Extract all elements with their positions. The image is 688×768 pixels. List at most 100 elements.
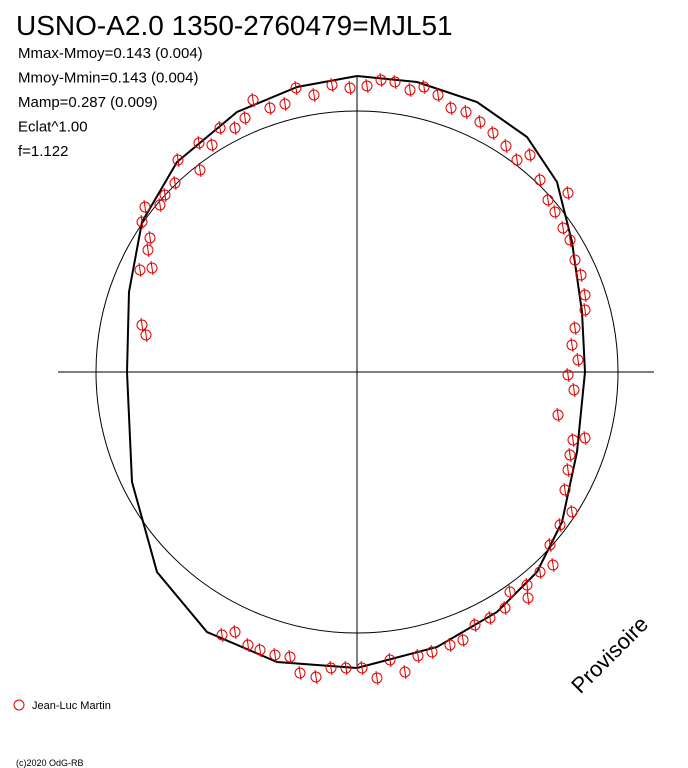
point-marker bbox=[484, 612, 496, 624]
point-bar bbox=[568, 232, 572, 248]
point-marker bbox=[579, 432, 591, 444]
data-point bbox=[193, 135, 205, 151]
point-marker bbox=[229, 122, 241, 134]
point-bar bbox=[258, 642, 262, 658]
point-marker bbox=[575, 269, 587, 281]
point-bar bbox=[503, 600, 507, 616]
point-marker bbox=[418, 81, 430, 93]
point-bar bbox=[329, 660, 333, 676]
point-bar bbox=[344, 660, 348, 676]
point-marker bbox=[544, 539, 556, 551]
data-point bbox=[371, 670, 383, 686]
point-marker bbox=[568, 384, 580, 396]
data-point bbox=[552, 407, 564, 423]
data-point bbox=[214, 120, 226, 136]
point-bar bbox=[571, 432, 575, 448]
point-marker bbox=[562, 369, 574, 381]
point-marker bbox=[562, 464, 574, 476]
data-point bbox=[294, 665, 306, 681]
point-bar bbox=[173, 175, 177, 191]
point-marker bbox=[310, 671, 322, 683]
point-bar bbox=[163, 187, 167, 203]
point-marker bbox=[557, 222, 569, 234]
point-marker bbox=[572, 354, 584, 366]
data-point bbox=[326, 77, 338, 93]
data-point bbox=[566, 504, 578, 520]
data-point bbox=[562, 185, 574, 201]
point-marker bbox=[559, 484, 571, 496]
point-bar bbox=[197, 135, 201, 151]
data-point bbox=[172, 152, 184, 168]
point-bar bbox=[408, 82, 412, 98]
point-bar bbox=[198, 162, 202, 178]
point-marker bbox=[389, 76, 401, 88]
data-point bbox=[567, 432, 579, 448]
point-bar bbox=[348, 80, 352, 96]
data-point bbox=[136, 214, 148, 230]
data-point bbox=[139, 199, 151, 215]
point-marker bbox=[216, 629, 228, 641]
point-bar bbox=[403, 664, 407, 680]
point-bar bbox=[218, 120, 222, 136]
point-bar bbox=[561, 220, 565, 236]
point-marker bbox=[326, 79, 338, 91]
point-marker bbox=[579, 304, 591, 316]
legend-marker bbox=[13, 699, 25, 711]
point-bar bbox=[148, 230, 152, 246]
point-marker bbox=[136, 216, 148, 228]
point-bar bbox=[566, 367, 570, 383]
point-bar bbox=[464, 104, 468, 120]
point-bar bbox=[558, 517, 562, 533]
point-bar bbox=[583, 430, 587, 446]
point-marker bbox=[134, 264, 146, 276]
data-point bbox=[264, 100, 276, 116]
data-point bbox=[524, 147, 536, 163]
point-bar bbox=[576, 352, 580, 368]
data-point bbox=[457, 632, 469, 648]
point-marker bbox=[142, 244, 154, 256]
point-bar bbox=[143, 199, 147, 215]
point-marker bbox=[500, 140, 512, 152]
data-point bbox=[418, 79, 430, 95]
point-bar bbox=[220, 627, 224, 643]
legend-label: Jean-Luc Martin bbox=[32, 700, 111, 712]
point-marker bbox=[169, 177, 181, 189]
point-marker bbox=[399, 666, 411, 678]
data-point bbox=[206, 137, 218, 153]
point-bar bbox=[563, 482, 567, 498]
point-bar bbox=[436, 87, 440, 103]
point-bar bbox=[449, 100, 453, 116]
point-marker bbox=[290, 82, 302, 94]
point-bar bbox=[388, 652, 392, 668]
reference-circle bbox=[95, 110, 619, 634]
point-marker bbox=[384, 654, 396, 666]
point-marker bbox=[562, 187, 574, 199]
point-marker bbox=[534, 174, 546, 186]
point-marker bbox=[136, 319, 148, 331]
data-point bbox=[242, 637, 254, 653]
footer: (c)2020 OdG-RB bbox=[16, 758, 84, 768]
point-marker bbox=[534, 566, 546, 578]
data-point bbox=[169, 175, 181, 191]
point-marker bbox=[499, 602, 511, 614]
data-point bbox=[254, 642, 266, 658]
point-marker bbox=[254, 644, 266, 656]
data-point bbox=[511, 152, 523, 168]
data-point bbox=[140, 327, 152, 343]
point-marker bbox=[404, 84, 416, 96]
data-point bbox=[562, 462, 574, 478]
data-point bbox=[310, 669, 322, 685]
point-bar bbox=[379, 72, 383, 88]
point-bar bbox=[478, 114, 482, 130]
data-point bbox=[308, 87, 320, 103]
data-point bbox=[572, 352, 584, 368]
data-point bbox=[566, 337, 578, 353]
annotation: f=1.122 bbox=[18, 143, 68, 160]
data-point bbox=[549, 204, 561, 220]
point-bar bbox=[140, 317, 144, 333]
point-marker bbox=[444, 639, 456, 651]
data-point bbox=[557, 220, 569, 236]
point-marker bbox=[579, 289, 591, 301]
data-point bbox=[579, 430, 591, 446]
point-bar bbox=[546, 192, 550, 208]
